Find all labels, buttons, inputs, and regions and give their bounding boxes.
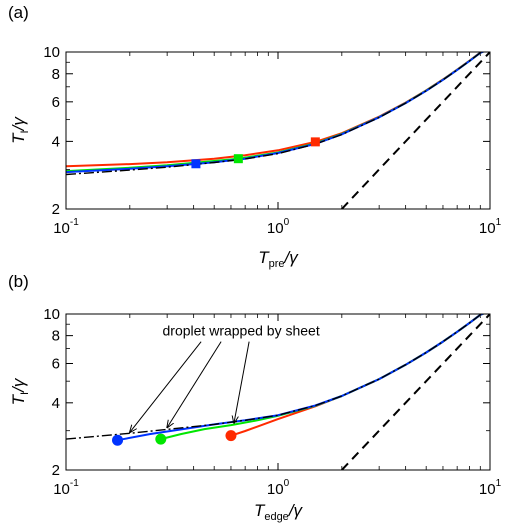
y-axis-label-symbol: T: [9, 132, 28, 144]
x-tick-base: 10: [53, 220, 70, 237]
x-axis-label-tail: /γ: [284, 248, 300, 267]
circle-marker: [155, 433, 167, 445]
y-tick-label: 6: [52, 94, 60, 111]
x-axis-label: Tedge/γ: [254, 501, 304, 523]
x-tick-exponent: 0: [284, 217, 290, 228]
annotation-arrow: [130, 341, 202, 433]
y-tick-label: 4: [52, 395, 60, 412]
annotation-text: droplet wrapped by sheet: [163, 323, 320, 339]
plot-area: [66, 52, 490, 209]
x-tick-base: 10: [479, 481, 496, 498]
y-axis-label-subscript: I: [19, 392, 31, 395]
y-tick-label: 6: [52, 356, 60, 373]
x-axis-label-subscript: pre: [269, 258, 285, 270]
y-axis-label: TI/γ: [9, 377, 31, 405]
x-tick-base: 10: [267, 481, 284, 498]
plot-frame: [65, 51, 491, 210]
dashdot-series-line: [66, 314, 485, 440]
x-tick-exponent: -1: [70, 217, 79, 228]
y-tick-label: 10: [43, 44, 60, 61]
y-axis-label-subscript: I: [19, 130, 31, 133]
y-tick-label: 4: [52, 133, 60, 150]
dashed-reference-line: [341, 52, 490, 209]
x-tick-label: 100: [267, 217, 290, 237]
series-line-0: [66, 52, 485, 168]
x-tick-label: 10-1: [53, 217, 79, 237]
x-axis-label: Tpre/γ: [258, 248, 299, 270]
x-tick-base: 10: [267, 220, 284, 237]
circle-marker: [225, 430, 237, 442]
y-tick-label: 8: [52, 328, 60, 345]
x-tick-exponent: 1: [496, 217, 502, 228]
x-tick-base: 10: [53, 481, 70, 498]
x-axis-label-symbol: T: [258, 248, 270, 267]
x-tick-exponent: 0: [284, 478, 290, 489]
annotation-arrow: [167, 341, 222, 428]
y-axis-label-tail: /γ: [9, 116, 28, 132]
y-axis-label: TI/γ: [9, 116, 31, 144]
x-tick-label: 101: [479, 478, 502, 498]
x-axis-label-subscript: edge: [264, 511, 288, 523]
x-axis-label-tail: /γ: [288, 501, 304, 520]
x-tick-label: 10-1: [53, 478, 79, 498]
x-axis-label-symbol: T: [254, 501, 266, 520]
x-tick-exponent: 1: [496, 478, 502, 489]
dashed-reference-line: [341, 314, 490, 470]
annotation-arrow: [234, 341, 250, 423]
y-tick-label: 8: [52, 66, 60, 83]
x-tick-base: 10: [479, 220, 496, 237]
square-marker: [233, 154, 243, 164]
y-tick-label: 2: [52, 201, 60, 218]
panel-label: (a): [8, 3, 29, 22]
x-tick-exponent: -1: [70, 478, 79, 489]
y-tick-label: 2: [52, 462, 60, 479]
plot-area: [66, 314, 490, 470]
y-axis-label-symbol: T: [9, 393, 28, 405]
square-marker: [310, 137, 320, 147]
dashdot-series-line: [66, 52, 485, 176]
panel-label: (b): [8, 272, 29, 291]
x-tick-label: 100: [267, 478, 290, 498]
square-marker: [191, 159, 201, 169]
y-axis-label-tail: /γ: [9, 377, 28, 393]
plot-frame: [65, 313, 491, 471]
x-tick-label: 101: [479, 217, 502, 237]
series-line-2: [66, 52, 486, 174]
y-tick-label: 10: [43, 306, 60, 323]
circle-marker: [112, 434, 124, 446]
minor-ticks: [66, 52, 490, 209]
